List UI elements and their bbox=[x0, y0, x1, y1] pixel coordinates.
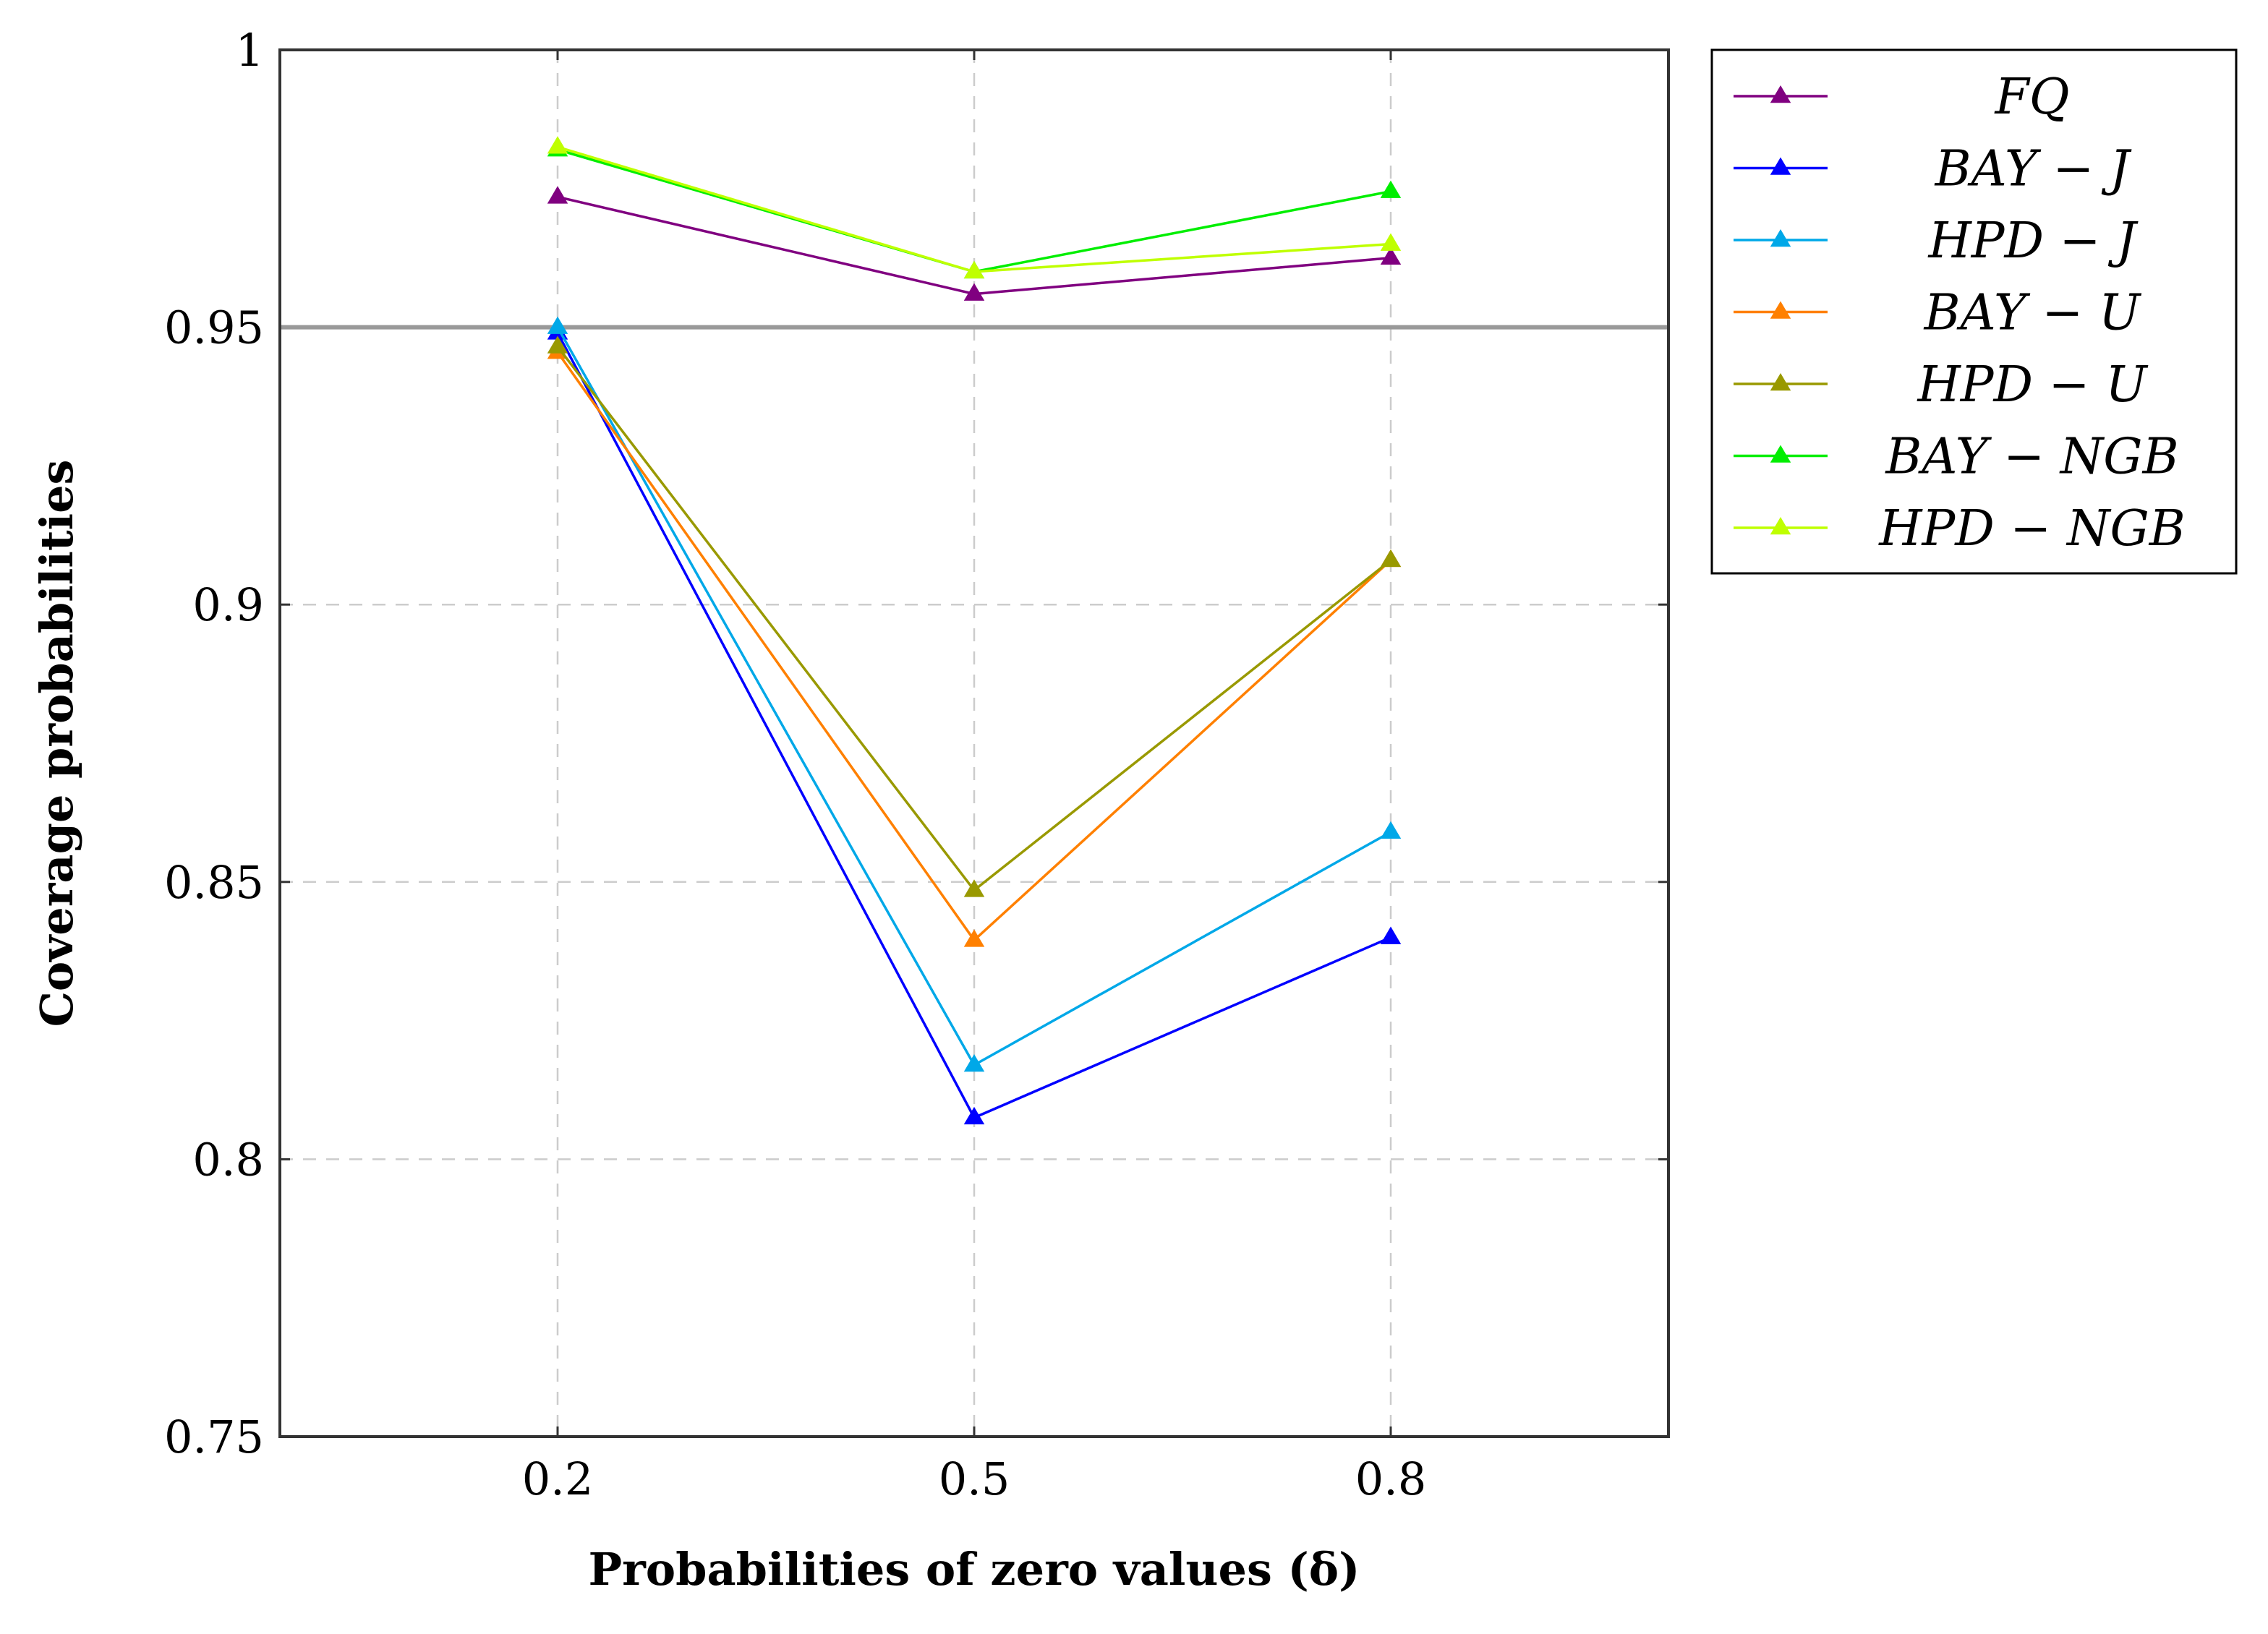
legend-label: FQ bbox=[1994, 69, 2070, 126]
data-point-marker bbox=[1380, 247, 1402, 265]
legend-label: HPD − J bbox=[1927, 213, 2139, 270]
legend-label: BAY − J bbox=[1934, 141, 2132, 198]
data-point-marker bbox=[963, 879, 985, 897]
legend-swatch-marker bbox=[1770, 85, 1791, 103]
legend-item: BAY − U bbox=[1734, 285, 2142, 342]
legend-label: HPD − NGB bbox=[1877, 500, 2186, 557]
legend-swatch-marker bbox=[1770, 301, 1791, 319]
grid bbox=[280, 48, 1668, 1438]
x-tick-label: 0.2 bbox=[522, 1453, 594, 1505]
legend-item: BAY − NGB bbox=[1734, 429, 2179, 486]
data-point-marker bbox=[963, 929, 985, 947]
legend-label: HPD − U bbox=[1916, 356, 2149, 414]
legend-item: FQ bbox=[1734, 69, 2069, 126]
y-tick-label: 0.85 bbox=[164, 856, 264, 909]
y-tick-label: 0.9 bbox=[192, 578, 264, 631]
x-tick-label: 0.5 bbox=[939, 1453, 1010, 1505]
x-axis-title: Probabilities of zero values (δ) bbox=[589, 1543, 1360, 1596]
series-hpd-u bbox=[547, 335, 1402, 897]
data-point-marker bbox=[1380, 549, 1402, 568]
data-point-marker bbox=[963, 1053, 985, 1072]
data-point-marker bbox=[1380, 180, 1402, 198]
legend-label: BAY − U bbox=[1923, 285, 2142, 342]
data-point-marker bbox=[547, 136, 568, 154]
data-point-marker bbox=[1380, 821, 1402, 839]
legend-swatch-marker bbox=[1770, 373, 1791, 391]
series-hpd-ngb bbox=[547, 136, 1402, 279]
legend-label: BAY − NGB bbox=[1884, 429, 2178, 486]
y-tick-label: 1 bbox=[236, 24, 264, 77]
data-point-marker bbox=[547, 186, 568, 204]
legend-swatch-marker bbox=[1770, 157, 1791, 175]
data-point-marker bbox=[963, 260, 985, 279]
legend-swatch-marker bbox=[1770, 517, 1791, 535]
series-line bbox=[556, 351, 1392, 942]
legend: FQ BAY − J HPD − J BAY − U HPD − U BAY − NGB H… bbox=[1710, 48, 2238, 575]
legend-item: HPD − U bbox=[1734, 356, 2149, 414]
series-fq bbox=[547, 186, 1402, 301]
series-group bbox=[547, 136, 1402, 1125]
data-point-marker bbox=[1380, 233, 1402, 251]
legend-swatch-marker bbox=[1770, 229, 1791, 247]
y-axis-title: Coverage probabilities bbox=[30, 460, 83, 1027]
legend-item: HPD − NGB bbox=[1734, 500, 2186, 557]
plot-frame bbox=[278, 48, 1670, 1438]
series-bay-ngb bbox=[547, 139, 1402, 279]
legend-swatch-marker bbox=[1770, 445, 1791, 463]
legend-item: BAY − J bbox=[1734, 141, 2132, 198]
y-tick-label: 0.8 bbox=[192, 1133, 264, 1186]
y-tick-label: 0.95 bbox=[164, 301, 264, 354]
data-point-marker bbox=[1380, 926, 1402, 944]
legend-items: FQ BAY − J HPD − J BAY − U HPD − U BAY − NGB H… bbox=[1734, 69, 2186, 557]
y-tick-labels: 0.75 0.8 0.85 0.9 0.95 1 bbox=[164, 24, 264, 1463]
legend-item: HPD − J bbox=[1734, 213, 2139, 270]
data-point-marker bbox=[963, 283, 985, 301]
x-tick-labels: 0.2 0.5 0.8 bbox=[522, 1453, 1427, 1505]
x-tick-label: 0.8 bbox=[1355, 1453, 1427, 1505]
data-point-marker bbox=[547, 316, 568, 334]
y-tick-label: 0.75 bbox=[164, 1411, 264, 1463]
data-point-marker bbox=[963, 1106, 985, 1125]
data-point-marker bbox=[547, 335, 568, 354]
series-hpd-j bbox=[547, 316, 1402, 1072]
